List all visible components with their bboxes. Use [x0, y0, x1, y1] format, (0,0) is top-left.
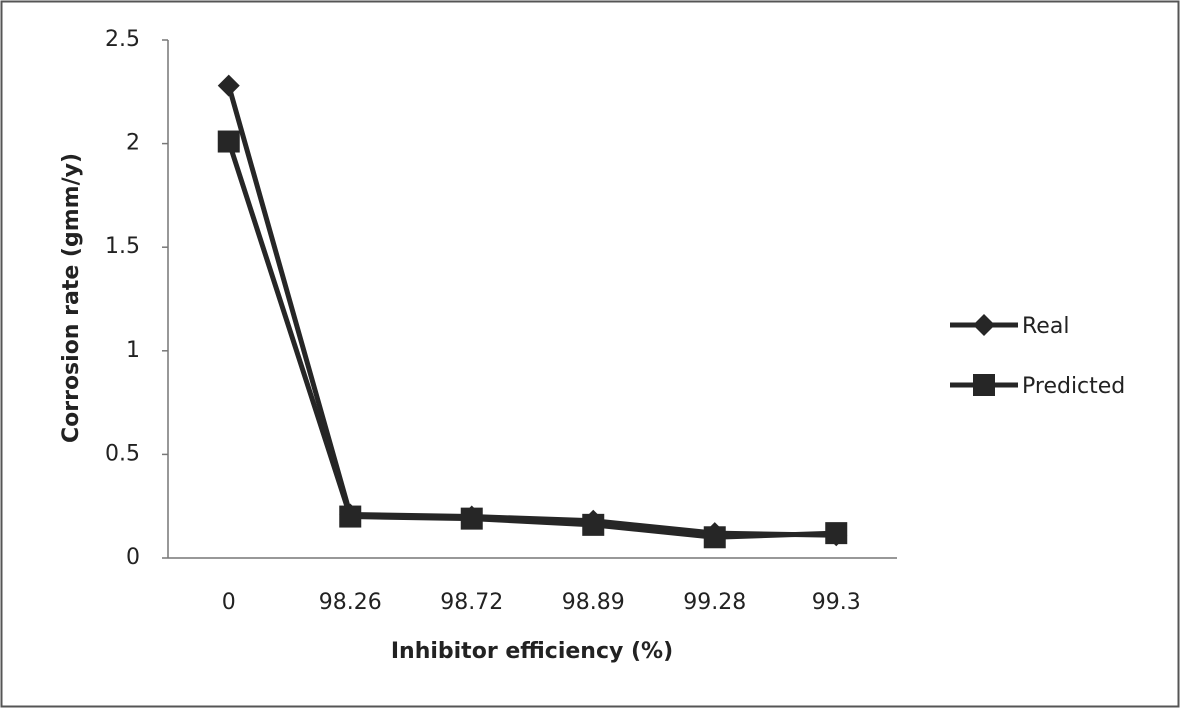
legend-marker	[973, 374, 995, 396]
x-tick-label: 98.72	[440, 590, 503, 615]
y-tick-label: 2	[126, 131, 140, 156]
y-tick-label: 1	[126, 338, 140, 363]
legend-label: Predicted	[1022, 374, 1125, 399]
y-axis-title: Corrosion rate (gmm/y)	[59, 153, 84, 443]
legend-label: Real	[1022, 314, 1069, 339]
marker	[339, 505, 362, 528]
y-tick-label: 0.5	[105, 441, 140, 466]
series-line	[226, 140, 837, 540]
marker	[460, 507, 483, 530]
x-tick-label: 99.3	[812, 590, 861, 615]
marker	[703, 526, 726, 549]
x-axis-title: Inhibitor efficiency (%)	[391, 639, 673, 664]
y-tick-label: 0	[126, 545, 140, 570]
x-tick-label: 98.26	[319, 590, 382, 615]
marker	[825, 522, 848, 545]
y-tick-label: 2.5	[105, 27, 140, 52]
x-tick-label: 99.28	[683, 590, 746, 615]
marker	[217, 74, 240, 97]
x-tick-label: 98.89	[562, 590, 625, 615]
series-line	[226, 84, 837, 538]
legend-marker	[973, 314, 995, 336]
x-tick-label: 0	[222, 590, 236, 615]
marker	[217, 130, 240, 153]
marker	[582, 513, 605, 536]
y-tick-label: 1.5	[105, 234, 140, 259]
